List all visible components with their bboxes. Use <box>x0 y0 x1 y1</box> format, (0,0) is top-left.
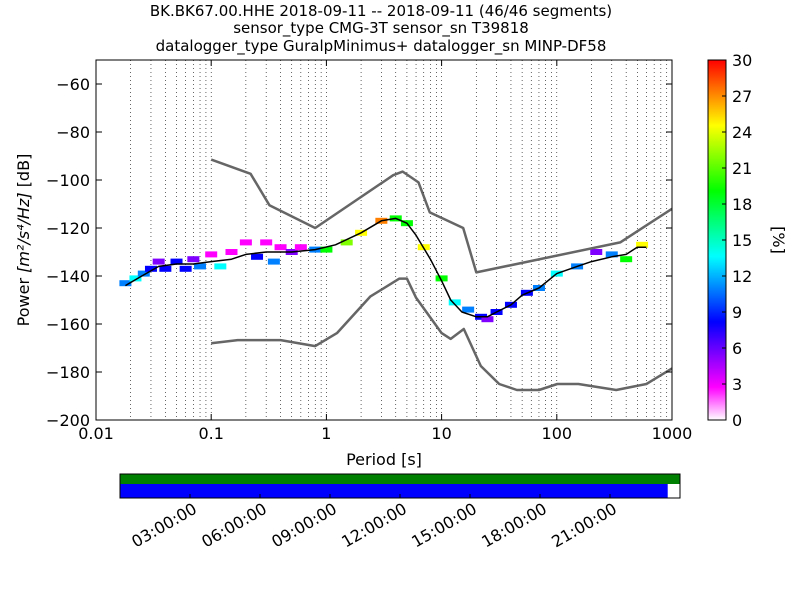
coverage-time-label: 21:00:00 <box>548 499 620 551</box>
density-cell <box>448 299 461 306</box>
colorbar-tick-label: 15 <box>732 231 752 250</box>
coverage-time-label: 06:00:00 <box>198 499 270 551</box>
noise-model-lines <box>125 158 672 392</box>
x-axis-ticks: 0.01 0.1 1 10 100 1000 <box>78 60 692 443</box>
density-cell <box>620 256 633 263</box>
density-cell <box>144 265 157 272</box>
density-cell <box>260 239 273 246</box>
y-axis-ticks: −60 −80 −100 −120 −140 −160 −180 −200 <box>46 75 672 430</box>
density-cell <box>274 244 287 251</box>
y-tick-label: −160 <box>46 315 90 334</box>
density-cell <box>205 251 218 258</box>
colorbar-tick-label: 24 <box>732 123 752 142</box>
x-tick-label: 0.01 <box>78 424 114 443</box>
coverage-psd-bar <box>120 484 668 498</box>
density-cell <box>294 244 307 251</box>
y-axis-label: Power [m²/s⁴/Hz] [dB] <box>14 154 33 327</box>
plot-area <box>96 60 672 420</box>
colorbar-tick-label: 18 <box>732 195 752 214</box>
colorbar-tick-label: 9 <box>732 303 742 322</box>
y-axis-label-units: [m²/s⁴/Hz] <box>14 192 33 272</box>
coverage-time-label: 12:00:00 <box>338 499 410 551</box>
title-line-3: datalogger_type GuralpMinimus+ datalogge… <box>156 37 607 56</box>
colorbar-tick-label: 21 <box>732 159 752 178</box>
coverage-time-label: 09:00:00 <box>268 499 340 551</box>
density-cell <box>320 246 333 253</box>
y-axis-label-prefix: Power <box>14 273 33 326</box>
colorbar-tick-label: 6 <box>732 339 742 358</box>
y-tick-label: −100 <box>46 171 90 190</box>
density-cell <box>225 249 238 255</box>
density-cell <box>462 306 475 313</box>
coverage-panel: 03:00:0006:00:0009:00:0012:00:0015:00:00… <box>119 473 681 551</box>
y-tick-label: −180 <box>46 363 90 382</box>
coverage-ticks <box>119 494 681 498</box>
density-cell <box>590 249 603 255</box>
density-cell <box>605 251 618 258</box>
density-cell <box>129 275 142 282</box>
density-cell <box>179 265 192 272</box>
mode-of-PSD-line <box>125 217 647 318</box>
coverage-time-label: 15:00:00 <box>408 499 480 551</box>
density-cell <box>170 258 183 265</box>
density-cell <box>267 258 280 265</box>
x-tick-label: 1 <box>321 424 331 443</box>
plot-frame <box>95 59 673 421</box>
density-cell <box>636 241 649 248</box>
low-noise-model-line <box>211 277 672 392</box>
density-cell <box>239 239 252 246</box>
colorbar-tick-label: 12 <box>732 267 752 286</box>
y-axis-label-suffix: [dB] <box>14 154 33 193</box>
density-cell <box>214 263 227 270</box>
y-tick-label: −80 <box>56 123 90 142</box>
colorbar-ticks: 0 3 6 9 12 15 18 21 24 27 30 <box>722 51 752 430</box>
y-tick-label: −60 <box>56 75 90 94</box>
colorbar-label: [%] <box>769 226 788 254</box>
density-cell <box>481 316 494 323</box>
x-tick-label: 100 <box>542 424 573 443</box>
coverage-time-label: 03:00:00 <box>128 499 200 551</box>
coverage-data-bar <box>120 474 680 484</box>
x-axis-label: Period [s] <box>346 450 422 469</box>
coverage-time-label: 18:00:00 <box>478 499 550 551</box>
colorbar-tick-label: 3 <box>732 375 742 394</box>
y-tick-label: −140 <box>46 267 90 286</box>
colorbar-tick-label: 0 <box>732 411 742 430</box>
density-cell <box>152 258 165 265</box>
colorbar-tick-label: 30 <box>732 51 752 70</box>
x-tick-label: 1000 <box>652 424 693 443</box>
coverage-time-labels: 03:00:0006:00:0009:00:0012:00:0015:00:00… <box>128 499 620 551</box>
title-line-2: sensor_type CMG-3T sensor_sn T39818 <box>233 19 529 38</box>
density-cell <box>340 239 353 246</box>
density-cell <box>187 256 200 263</box>
density-cell <box>194 263 207 270</box>
x-tick-label: 0.1 <box>198 424 223 443</box>
density-cell <box>251 253 264 260</box>
x-tick-label: 10 <box>431 424 451 443</box>
density-cell <box>159 265 172 272</box>
density-cell <box>137 270 150 277</box>
y-tick-label: −200 <box>46 411 90 430</box>
high-noise-model-line <box>210 158 672 274</box>
density-cell <box>435 275 448 282</box>
density-cell <box>119 280 132 287</box>
gridlines <box>130 60 668 420</box>
y-tick-label: −120 <box>46 219 90 238</box>
title-line-1: BK.BK67.00.HHE 2018-09-11 -- 2018-09-11 … <box>150 2 612 20</box>
colorbar-tick-label: 27 <box>732 87 752 106</box>
